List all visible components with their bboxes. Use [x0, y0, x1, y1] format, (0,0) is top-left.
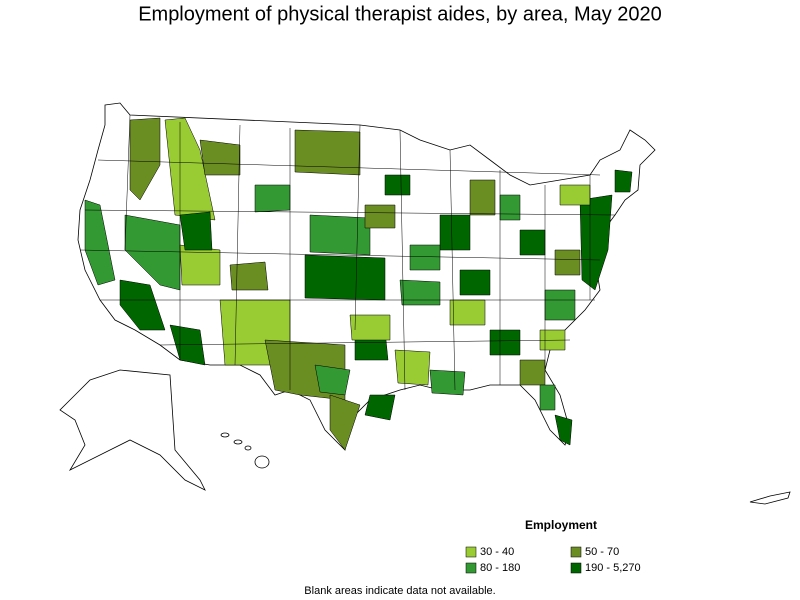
area: [129, 117, 161, 201]
area: [459, 269, 491, 296]
area: [429, 369, 466, 396]
area: [554, 414, 573, 446]
area: [399, 279, 441, 306]
area: [409, 244, 441, 271]
hawaii: [220, 432, 270, 469]
legend-title: Employment: [525, 518, 597, 532]
area: [199, 139, 241, 176]
area: [229, 261, 269, 291]
area: [614, 169, 633, 193]
area: [179, 244, 221, 286]
area: [349, 314, 391, 341]
area: [579, 194, 613, 291]
area: [314, 364, 351, 396]
alaska: [59, 369, 206, 491]
area: [394, 349, 431, 386]
area: [304, 254, 386, 301]
legend-swatch: [570, 546, 582, 558]
area: [169, 324, 206, 366]
area: [499, 194, 521, 221]
legend-label: 30 - 40: [480, 546, 514, 558]
area: [119, 279, 166, 331]
area: [519, 359, 546, 386]
territory: [749, 491, 791, 505]
area: [364, 394, 396, 421]
legend-swatch: [465, 562, 477, 574]
area: [544, 289, 576, 321]
area: [309, 214, 371, 256]
state-borders: [79, 114, 616, 391]
area: [489, 329, 521, 356]
area: [469, 179, 496, 216]
area: [164, 117, 216, 221]
area: [449, 299, 486, 326]
legend-label: 190 - 5,270: [585, 562, 641, 574]
area: [439, 214, 471, 251]
area: [294, 129, 361, 176]
legend: Employment 30 - 40 50 - 70 80 - 180 190 - 5…: [465, 518, 641, 574]
area: [254, 184, 291, 213]
map: [59, 102, 791, 505]
legend-swatch: [570, 562, 582, 574]
area: [84, 199, 116, 286]
footnote: Blank areas indicate data not available.: [304, 585, 495, 597]
area: [519, 229, 546, 256]
area: [554, 249, 581, 276]
area: [179, 211, 213, 251]
area: [364, 204, 396, 229]
area: [539, 384, 556, 411]
legend-swatch: [465, 546, 477, 558]
area: [559, 184, 591, 206]
legend-label: 50 - 70: [585, 546, 619, 558]
legend-label: 80 - 180: [480, 562, 520, 574]
areas: [84, 117, 633, 451]
area: [384, 174, 411, 196]
map-title: Employment of physical therapist aides, …: [138, 3, 662, 25]
area: [329, 394, 361, 451]
